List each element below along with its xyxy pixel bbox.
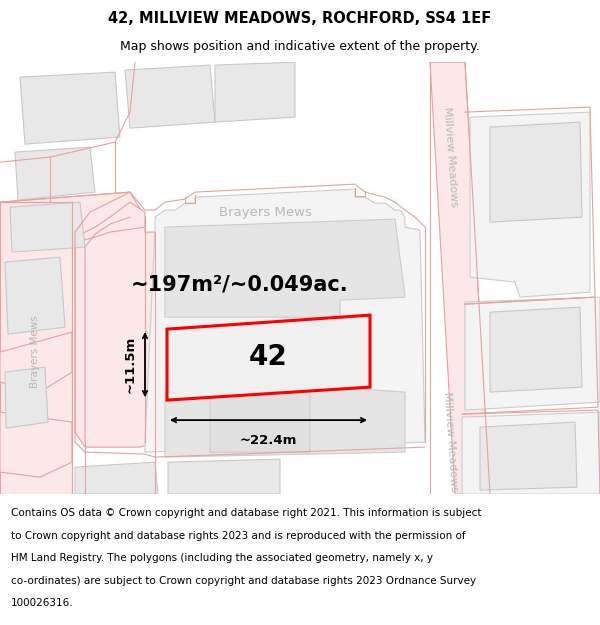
Polygon shape bbox=[10, 202, 85, 252]
Polygon shape bbox=[167, 315, 370, 400]
Text: Map shows position and indicative extent of the property.: Map shows position and indicative extent… bbox=[120, 40, 480, 53]
Polygon shape bbox=[0, 192, 155, 447]
Text: Millview Meadows: Millview Meadows bbox=[442, 107, 458, 208]
Polygon shape bbox=[0, 202, 72, 494]
Polygon shape bbox=[465, 297, 600, 410]
Text: ~197m²/~0.049ac.: ~197m²/~0.049ac. bbox=[131, 274, 349, 294]
Polygon shape bbox=[5, 367, 48, 428]
Text: Millview Meadows: Millview Meadows bbox=[442, 392, 458, 492]
Polygon shape bbox=[215, 62, 295, 122]
Polygon shape bbox=[0, 332, 72, 392]
Polygon shape bbox=[168, 459, 280, 494]
Text: ~22.4m: ~22.4m bbox=[240, 434, 297, 447]
Polygon shape bbox=[490, 122, 582, 222]
Polygon shape bbox=[75, 462, 158, 494]
Polygon shape bbox=[20, 72, 120, 144]
Polygon shape bbox=[210, 392, 310, 452]
Text: 42: 42 bbox=[248, 343, 287, 371]
Text: ~11.5m: ~11.5m bbox=[124, 336, 137, 393]
Polygon shape bbox=[125, 65, 215, 128]
Text: 100026316.: 100026316. bbox=[11, 598, 73, 608]
Polygon shape bbox=[490, 307, 582, 392]
Text: Brayers Mews: Brayers Mews bbox=[218, 206, 311, 219]
Polygon shape bbox=[0, 412, 72, 477]
Polygon shape bbox=[165, 387, 405, 457]
Polygon shape bbox=[430, 62, 490, 494]
Text: Brayers Mews: Brayers Mews bbox=[30, 316, 40, 389]
Text: HM Land Registry. The polygons (including the associated geometry, namely x, y: HM Land Registry. The polygons (includin… bbox=[11, 553, 433, 563]
Polygon shape bbox=[165, 219, 405, 317]
Polygon shape bbox=[462, 412, 600, 494]
Text: 42, MILLVIEW MEADOWS, ROCHFORD, SS4 1EF: 42, MILLVIEW MEADOWS, ROCHFORD, SS4 1EF bbox=[109, 11, 491, 26]
Text: to Crown copyright and database rights 2023 and is reproduced with the permissio: to Crown copyright and database rights 2… bbox=[11, 531, 466, 541]
Polygon shape bbox=[75, 202, 145, 242]
Polygon shape bbox=[15, 147, 95, 200]
Polygon shape bbox=[5, 257, 65, 334]
Polygon shape bbox=[470, 112, 590, 297]
Polygon shape bbox=[145, 189, 425, 452]
Text: Contains OS data © Crown copyright and database right 2021. This information is : Contains OS data © Crown copyright and d… bbox=[11, 508, 481, 518]
Text: co-ordinates) are subject to Crown copyright and database rights 2023 Ordnance S: co-ordinates) are subject to Crown copyr… bbox=[11, 576, 476, 586]
Polygon shape bbox=[480, 422, 577, 490]
